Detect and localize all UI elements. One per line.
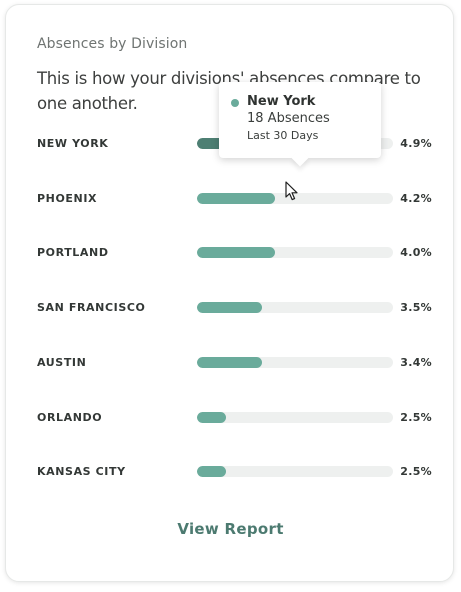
division-bar-track	[197, 247, 393, 259]
arrow-cursor-icon	[285, 181, 298, 201]
division-bar-fill	[197, 411, 227, 423]
division-value: 3.5%	[400, 301, 432, 315]
division-bar-fill	[197, 302, 262, 314]
division-value: 2.5%	[400, 465, 432, 479]
tooltip-arrow	[291, 149, 309, 167]
division-value: 4.2%	[400, 191, 432, 205]
division-row[interactable]: AUSTIN 3.4%	[37, 355, 432, 371]
absences-by-division-card: Absences by Division This is how your di…	[5, 4, 454, 582]
division-label: AUSTIN	[37, 355, 87, 369]
division-bar-track	[197, 356, 393, 368]
division-bar-fill	[197, 192, 276, 204]
division-row[interactable]: KANSAS CITY 2.5%	[37, 464, 432, 480]
division-row[interactable]: SAN FRANCISCO 3.5%	[37, 300, 432, 316]
division-value: 4.9%	[400, 137, 432, 150]
division-bar-track	[197, 466, 393, 478]
division-row[interactable]: PHOENIX 4.2%	[37, 191, 432, 207]
division-value: 4.0%	[400, 246, 432, 260]
division-label: PHOENIX	[37, 191, 98, 205]
tooltip-count: 18 Absences	[247, 111, 330, 126]
card-subtitle: Absences by Division	[37, 36, 188, 52]
division-label: NEW YORK	[37, 137, 109, 150]
division-row[interactable]: ORLANDO 2.5%	[37, 410, 432, 426]
division-bar-fill	[197, 247, 276, 259]
division-row[interactable]: PORTLAND 4.0%	[37, 245, 432, 261]
division-tooltip: New York 18 Absences Last 30 Days	[219, 82, 381, 167]
tooltip-period: Last 30 Days	[247, 129, 319, 142]
division-value: 2.5%	[400, 410, 432, 424]
dot-icon	[231, 99, 239, 107]
division-label: PORTLAND	[37, 246, 109, 260]
division-bar-track	[197, 411, 393, 423]
division-bar-track	[197, 302, 393, 314]
division-value: 3.4%	[400, 355, 432, 369]
division-bar-fill	[197, 356, 262, 368]
division-label: ORLANDO	[37, 410, 103, 424]
tooltip-title: New York	[247, 94, 316, 109]
division-label: SAN FRANCISCO	[37, 301, 146, 315]
division-label: KANSAS CITY	[37, 465, 126, 479]
division-bar-fill	[197, 466, 227, 478]
division-bar-fill	[197, 138, 237, 149]
view-report-link[interactable]: View Report	[6, 520, 455, 538]
